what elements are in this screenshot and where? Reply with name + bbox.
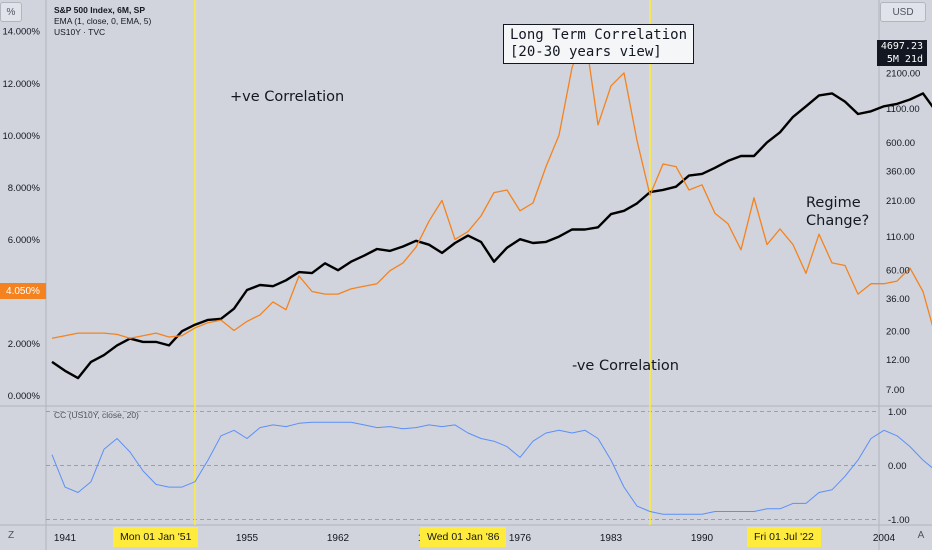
left-axis-tick-3: 6.000% (8, 235, 41, 246)
left-axis-tick-7: 14.000% (2, 27, 40, 38)
right-axis-tick-11: 7.00 (886, 385, 905, 396)
right-axis-tick-2: 1100.00 (886, 104, 920, 115)
bar-countdown: 5M 21d (886, 54, 923, 65)
cc-axis-tick-2: -1.00 (888, 515, 910, 526)
x-axis-tick-0: 1941 (54, 533, 77, 544)
left-axis-unit[interactable]: % (0, 2, 22, 22)
x-axis-tick-8: 2004 (873, 533, 896, 544)
right-axis-tick-3: 600.00 (886, 138, 915, 149)
cc-axis-tick-1: 0.00 (888, 461, 907, 472)
cc-line (51, 421, 932, 515)
annotation-box-line1: Long Term Correlation (510, 27, 688, 43)
right-axis-tick-9: 20.00 (886, 327, 910, 338)
x-axis-tick-5: 1983 (600, 533, 623, 544)
last-price-tag: 4697.23 5M 21d (876, 40, 927, 66)
left-axis-tick-4: 8.000% (8, 183, 41, 194)
x-axis-tick-1: 1955 (236, 533, 259, 544)
annotation-box[interactable]: Long Term Correlation [20-30 years view] (503, 24, 695, 64)
yield-value-tag: 4.050% (0, 283, 46, 299)
date-tag-2022: Fri 01 Jul '22 (747, 527, 821, 547)
auto-scale-button[interactable]: A (917, 529, 925, 541)
left-axis-tick-1: 2.000% (8, 339, 41, 350)
x-axis-tick-2: 1962 (327, 533, 350, 544)
left-axis-tick-6: 12.000% (2, 79, 40, 90)
left-axis-tick-5: 10.000% (2, 131, 40, 142)
right-axis-tick-4: 360.00 (886, 166, 915, 177)
right-axis-tick-10: 12.00 (886, 355, 910, 366)
annotation-box-line2: [20-30 years view] (510, 44, 662, 60)
regime-line1: Regime (806, 195, 861, 211)
cc-axis-tick-0: 1.00 (888, 407, 907, 418)
legend-sp500[interactable]: S&P 500 Index, 6M, SP (54, 5, 146, 15)
left-axis-tick-0: 0.000% (8, 391, 41, 402)
legend-us10y[interactable]: US10Y · TVC (54, 27, 106, 37)
annotation-negative-correlation[interactable]: -ve Correlation (572, 358, 679, 374)
legend-cc[interactable]: CC (US10Y, close, 20) (54, 410, 139, 420)
last-price-value: 4697.23 (880, 41, 923, 52)
right-axis-tick-6: 110.00 (886, 232, 914, 243)
right-axis-tick-1: 2100.00 (886, 68, 920, 79)
date-tag-1951: Mon 01 Jan '51 (113, 527, 199, 547)
annotation-positive-correlation[interactable]: +ve Correlation (230, 89, 345, 105)
date-tag-1986: Wed 01 Jan '86 (420, 527, 507, 547)
zoom-button[interactable]: Z (7, 529, 15, 541)
x-axis-tick-6: 1990 (691, 533, 714, 544)
annotation-regime-change[interactable]: Regime Change? (806, 194, 869, 230)
sp500-line (51, 92, 932, 380)
legend-ema[interactable]: EMA (1, close, 0, EMA, 5) (54, 16, 152, 26)
right-axis-unit[interactable]: USD (880, 2, 926, 22)
right-axis-tick-5: 210.00 (886, 196, 915, 207)
x-axis-tick-4: 1976 (509, 533, 532, 544)
regime-line2: Change? (806, 213, 870, 229)
right-axis-tick-7: 60.00 (886, 266, 910, 277)
right-axis-tick-8: 36.00 (886, 294, 910, 305)
